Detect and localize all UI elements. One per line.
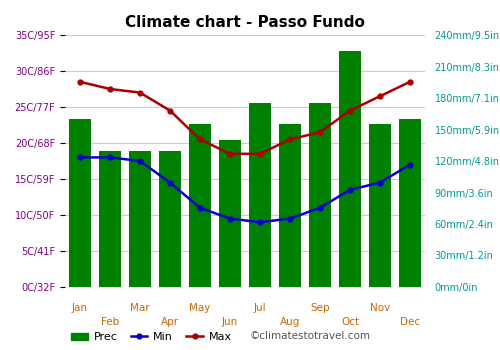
Bar (279, 124, 301, 287)
Bar (219, 140, 241, 287)
Text: Jul: Jul (254, 303, 266, 313)
Bar (369, 124, 391, 287)
Text: Aug: Aug (280, 317, 300, 327)
Text: Nov: Nov (370, 303, 390, 313)
Text: Feb: Feb (101, 317, 119, 327)
Text: Oct: Oct (341, 317, 359, 327)
Bar (339, 51, 361, 287)
Bar (159, 150, 181, 287)
Text: Sep: Sep (310, 303, 330, 313)
Bar (189, 124, 211, 287)
Bar (399, 119, 421, 287)
Title: Climate chart - Passo Fundo: Climate chart - Passo Fundo (125, 15, 365, 30)
Legend: Prec, Min, Max: Prec, Min, Max (67, 328, 236, 347)
Text: ©climatestotravel.com: ©climatestotravel.com (250, 331, 371, 341)
Bar (69, 119, 91, 287)
Text: May: May (190, 303, 210, 313)
Bar (249, 103, 271, 287)
Text: Dec: Dec (400, 317, 420, 327)
Text: Mar: Mar (130, 303, 150, 313)
Bar (99, 150, 121, 287)
Text: Jan: Jan (72, 303, 88, 313)
Bar (309, 103, 331, 287)
Text: Jun: Jun (222, 317, 238, 327)
Bar (129, 150, 151, 287)
Text: Apr: Apr (161, 317, 179, 327)
